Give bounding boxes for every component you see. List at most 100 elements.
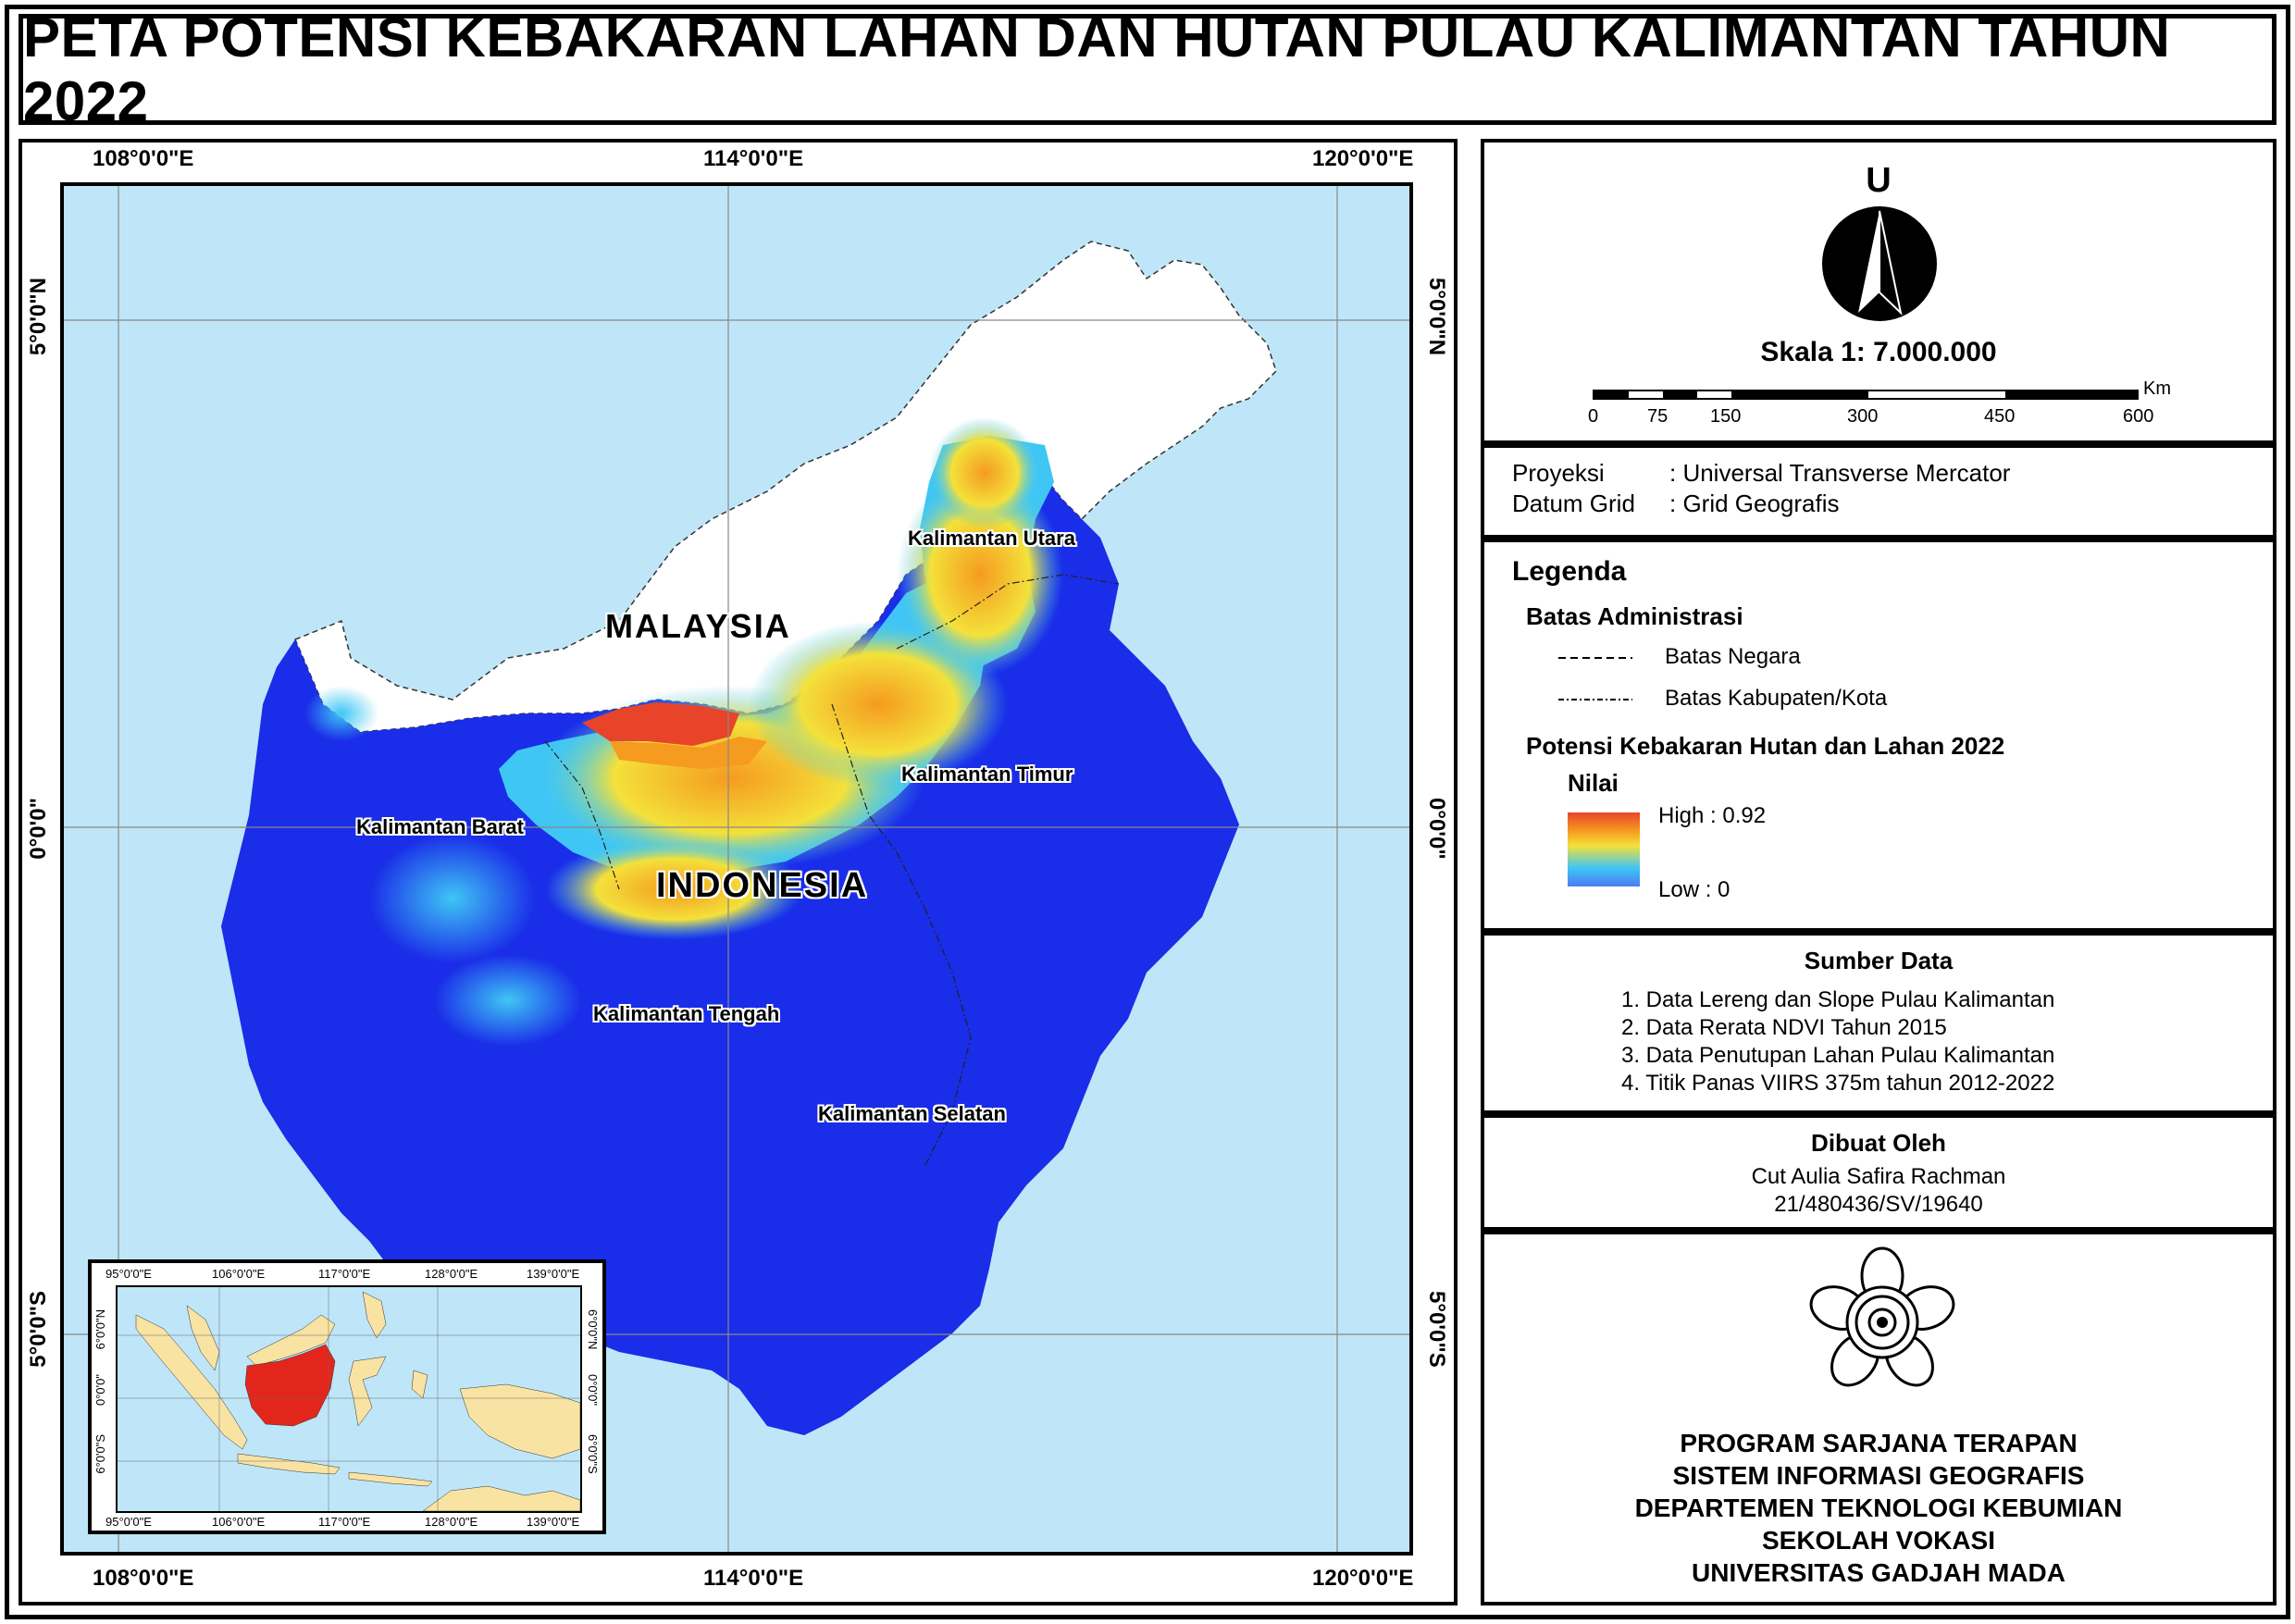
inset-map-frame: [116, 1285, 582, 1513]
top-lon-114: 114°0'0"E: [703, 146, 804, 171]
bottom-lon-108: 108°0'0"E: [93, 1566, 194, 1591]
inset-bottom-lon-117: 117°0'0"E: [318, 1515, 371, 1529]
hot-zone-5: [545, 838, 804, 940]
left-lat-0: 0°0'0": [26, 798, 51, 860]
inset-right-lat-0: 0°0'0": [586, 1374, 600, 1406]
scale-unit: Km: [2143, 378, 2171, 399]
admin-title: Batas Administrasi: [1526, 602, 1743, 630]
institution-line-5: UNIVERSITAS GADJAH MADA: [1692, 1558, 2066, 1587]
inset-map: 95°0'0"E 106°0'0"E 117°0'0"E 128°0'0"E 1…: [88, 1259, 606, 1534]
mid-blob-2: [434, 954, 582, 1047]
label-kalteng: Kalimantan Tengah: [593, 1002, 780, 1025]
north-scale-panel: U Skala 1: 7.000.000 Km 0 75 150 300 450…: [1481, 139, 2276, 444]
inset-bottom-lon-106: 106°0'0"E: [212, 1515, 266, 1529]
inset-papua: [459, 1383, 580, 1459]
sumber-item-2: 2. Data Rerata NDVI Tahun 2015: [1621, 1015, 1947, 1040]
inset-bottom-lon-128: 128°0'0"E: [425, 1515, 478, 1529]
right-lat-5s: 5°0'0"S: [1424, 1291, 1449, 1368]
sumber-title: Sumber Data: [1804, 947, 1954, 974]
scale-tick-450: 450: [1984, 406, 2016, 427]
legend-high: High : 0.92: [1658, 803, 1767, 828]
top-lon-108: 108°0'0"E: [93, 146, 194, 171]
sumber-panel: Sumber Data 1. Data Lereng dan Slope Pul…: [1481, 932, 2276, 1114]
inset-canvas: [118, 1287, 580, 1511]
nilai-label: Nilai: [1568, 769, 1619, 797]
map-title: PETA POTENSI KEBAKARAN LAHAN DAN HUTAN P…: [23, 6, 2171, 132]
potensi-title: Potensi Kebakaran Hutan dan Lahan 2022: [1526, 732, 2005, 760]
hot-zone-4: [929, 417, 1040, 528]
inset-top-lon-117: 117°0'0"E: [318, 1267, 371, 1281]
bottom-lon-114: 114°0'0"E: [703, 1566, 804, 1591]
prov-boundary-3: [896, 574, 1120, 650]
dibuat-title: Dibuat Oleh: [1811, 1129, 1946, 1157]
mid-blob-1: [369, 834, 536, 963]
scale-seg-1: [1594, 391, 1629, 398]
inset-top-lon-128: 128°0'0"E: [425, 1267, 478, 1281]
left-lat-5n: 5°0'0"N: [26, 278, 51, 356]
map-frame: [19, 139, 1458, 1605]
legend-title: Legenda: [1512, 556, 1627, 587]
sumber-item-1: 1. Data Lereng dan Slope Pulau Kalimanta…: [1621, 987, 2055, 1012]
projection-key: Proyeksi: [1512, 459, 1605, 487]
map-area: MALAYSIA INDONESIA Kalimantan Barat Kali…: [60, 182, 1413, 1556]
prov-boundary-2: [831, 703, 925, 909]
right-lat-5n: 5°0'0"N: [1424, 278, 1449, 356]
inset-left-lat-6n: 6°0'0"N: [93, 1309, 107, 1350]
north-arrow-icon: [1822, 206, 1937, 321]
inset-bottom-lon-95: 95°0'0"E: [105, 1515, 152, 1529]
label-kalsel: Kalimantan Selatan: [818, 1102, 1006, 1125]
projection-panel: Proyeksi : Universal Transverse Mercator…: [1481, 444, 2276, 539]
outer-border: [5, 5, 2290, 1619]
inset-australia: [422, 1485, 580, 1511]
inset-java: [237, 1453, 341, 1475]
projection-value: : Universal Transverse Mercator: [1669, 459, 2011, 487]
prov-boundary-1: [544, 740, 620, 890]
legend-low: Low : 0: [1658, 877, 1731, 902]
inset-top-lon-106: 106°0'0"E: [212, 1267, 266, 1281]
admin-item-kabupaten: Batas Kabupaten/Kota: [1665, 686, 1888, 711]
institution-line-1: PROGRAM SARJANA TERAPAN: [1680, 1429, 2078, 1457]
scale-seg-7: [2005, 391, 2137, 398]
color-ramp: [1568, 812, 1640, 886]
ugm-logo-icon: [1809, 1246, 1955, 1387]
scale-tick-300: 300: [1847, 406, 1879, 427]
sumber-item-3: 3. Data Penutupan Lahan Pulau Kalimantan: [1621, 1043, 2055, 1068]
north-letter: U: [1866, 161, 1892, 200]
institution-line-2: SISTEM INFORMASI GEOGRAFIS: [1672, 1461, 2085, 1490]
inset-top-lon-139: 139°0'0"E: [527, 1267, 580, 1281]
inset-bottom-lon-139: 139°0'0"E: [527, 1515, 580, 1529]
inset-philippines: [362, 1291, 387, 1339]
label-kaltim: Kalimantan Timur: [901, 762, 1073, 786]
scale-tick-150: 150: [1710, 406, 1742, 427]
label-kaltara: Kalimantan Utara: [908, 527, 1075, 550]
malaysia-land: [294, 241, 1277, 733]
prov-boundary-4: [924, 907, 972, 1168]
map-canvas: [64, 186, 1409, 1552]
author-name: Cut Aulia Safira Rachman: [1751, 1164, 2006, 1189]
scale-tick-600: 600: [2123, 406, 2154, 427]
inset-sabah: [246, 1314, 336, 1367]
author-nim: 21/480436/SV/19640: [1774, 1192, 1983, 1217]
scale-tick-75: 75: [1647, 406, 1669, 427]
institution-line-3: DEPARTEMEN TEKNOLOGI KEBUMIAN: [1634, 1494, 2123, 1522]
bottom-lon-120: 120°0'0"E: [1312, 1566, 1414, 1591]
scale-label: Skala 1: 7.000.000: [1760, 337, 1997, 367]
inset-kalimantan: [244, 1344, 336, 1427]
datum-value: : Grid Geografis: [1669, 490, 1840, 517]
scale-seg-5: [1731, 391, 1868, 398]
inset-malay: [186, 1305, 220, 1371]
sumber-item-4: 4. Titik Panas VIIRS 375m tahun 2012-202…: [1621, 1071, 2055, 1096]
inset-sulawesi: [348, 1356, 387, 1427]
inset-right-lat-6s: 6°0'0"S: [586, 1434, 600, 1474]
inset-left-lat-0: 0°0'0": [93, 1374, 107, 1406]
inset-left-lat-6s: 6°0'0"S: [93, 1434, 107, 1474]
dibuat-panel: Dibuat Oleh Cut Aulia Safira Rachman 21/…: [1481, 1114, 2276, 1231]
district-boundary-symbol: [1558, 699, 1632, 700]
scale-bar: [1593, 390, 2139, 400]
left-lat-5s: 5°0'0"S: [26, 1291, 51, 1368]
scale-seg-2: [1629, 391, 1663, 398]
mid-blob-3: [304, 686, 378, 741]
top-lon-120: 120°0'0"E: [1312, 146, 1414, 171]
inset-right-lat-6n: 6°0'0"N: [586, 1309, 600, 1350]
scale-seg-3: [1663, 391, 1697, 398]
